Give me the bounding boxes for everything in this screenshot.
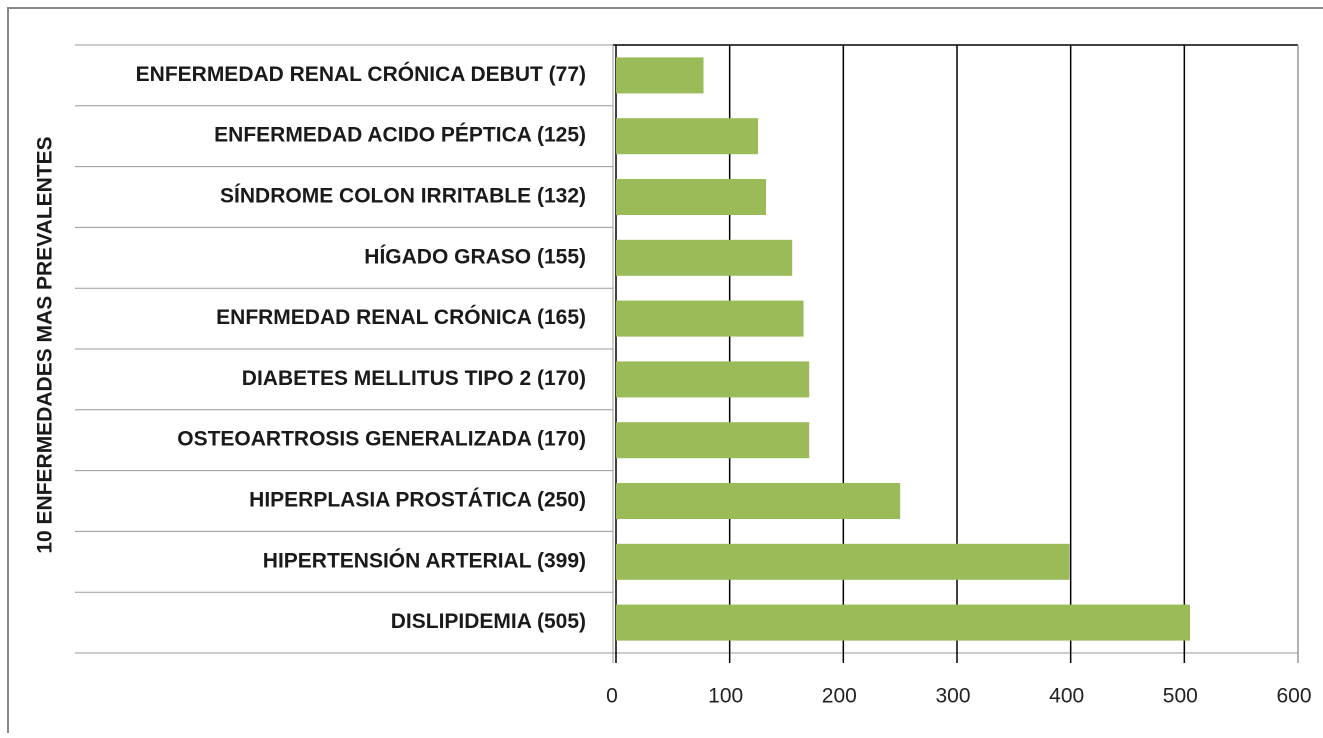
x-tick-label: 400 xyxy=(1049,685,1084,708)
x-tick-label: 0 xyxy=(606,685,618,708)
x-tick-label: 500 xyxy=(1163,685,1198,708)
y-axis-label: 10 ENFERMEDADES MAS PREVALENTES xyxy=(34,136,57,553)
category-label: HÍGADO GRASO (155) xyxy=(364,245,586,268)
bar xyxy=(616,118,759,155)
frame xyxy=(7,7,1323,733)
category-label: DIABETES MELLITUS TIPO 2 (170) xyxy=(242,367,586,390)
bar xyxy=(616,300,804,337)
category-label: ENFERMEDAD RENAL CRÓNICA DEBUT (77) xyxy=(136,62,586,86)
bar xyxy=(616,422,810,459)
bar xyxy=(616,604,1191,641)
category-label: DISLIPIDEMIA (505) xyxy=(391,610,586,633)
bar xyxy=(616,179,767,215)
x-tick-label: 300 xyxy=(935,685,970,708)
bar xyxy=(616,483,901,519)
x-tick-label: 100 xyxy=(708,685,743,708)
bar xyxy=(616,239,793,276)
category-label: HIPERTENSIÓN ARTERIAL (399) xyxy=(263,548,586,572)
x-tick-label: 200 xyxy=(822,685,857,708)
category-label: HIPERPLASIA PROSTÁTICA (250) xyxy=(249,489,586,512)
bar xyxy=(616,361,810,398)
bar xyxy=(616,543,1070,580)
bar xyxy=(616,57,704,94)
x-tick-label: 600 xyxy=(1276,685,1311,708)
category-label: OSTEOARTROSIS GENERALIZADA (170) xyxy=(177,428,586,451)
category-label: ENFRMEDAD RENAL CRÓNICA (165) xyxy=(216,305,586,329)
category-label: SÍNDROME COLON IRRITABLE (132) xyxy=(220,185,586,208)
category-label: ENFERMEDAD ACIDO PÉPTICA (125) xyxy=(214,124,586,147)
